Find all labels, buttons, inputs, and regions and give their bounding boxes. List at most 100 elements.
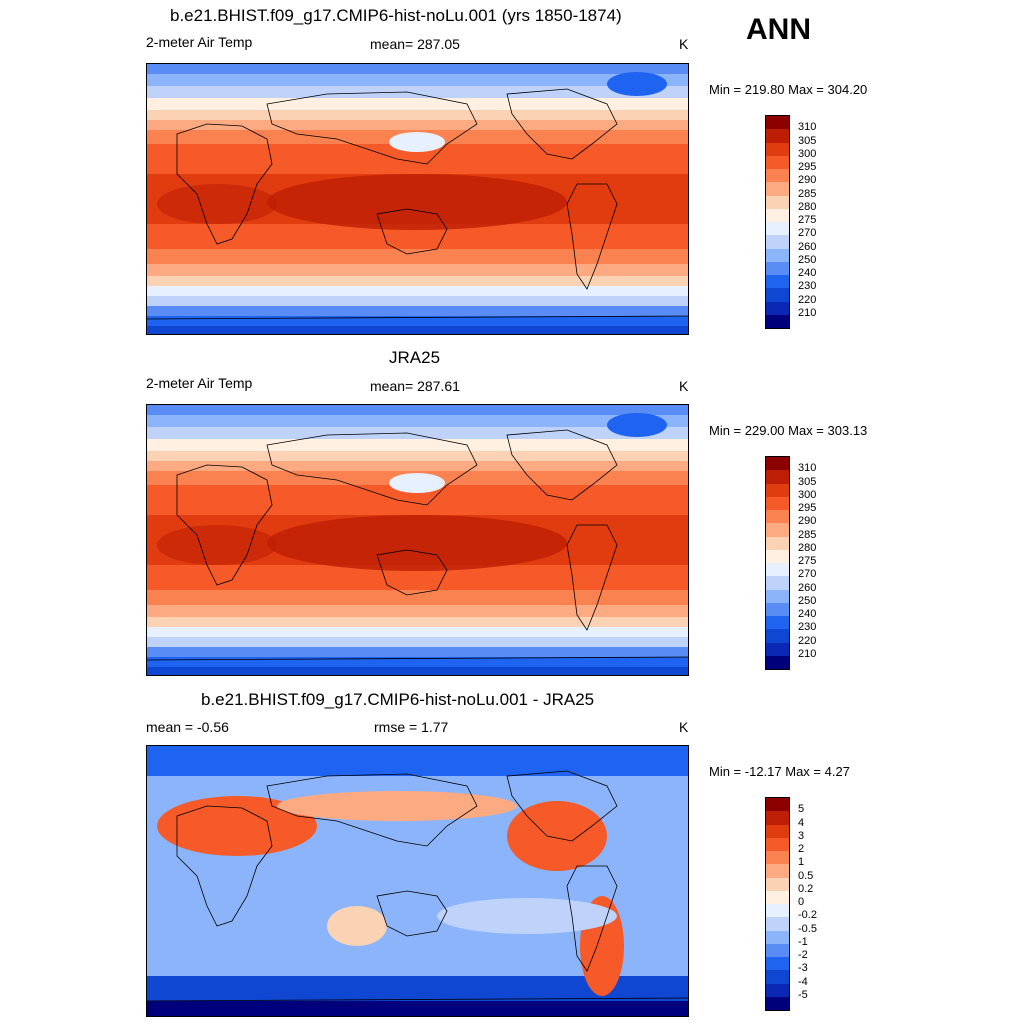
colorbar-tick-label: 280	[798, 200, 817, 213]
colorbar-swatch	[766, 837, 789, 851]
colorbar-swatch	[766, 261, 789, 275]
difference-field	[147, 746, 688, 1016]
colorbar-tick-label: 310	[798, 462, 817, 475]
colorbar-swatch	[766, 642, 789, 656]
colorbar-tick-label: 280	[798, 541, 817, 554]
colorbar-tick-label: 275	[798, 214, 817, 226]
colorbar-swatch	[766, 549, 789, 563]
colorbar-swatch	[766, 208, 789, 222]
colorbar-tick-label: 5	[798, 803, 805, 816]
colorbar-tick-label: -0.2	[798, 909, 817, 922]
colorbar-swatch	[766, 602, 789, 616]
temperature-map	[146, 404, 689, 676]
variable-label: 2-meter Air Temp	[146, 375, 253, 391]
colorbar-swatch	[766, 798, 789, 812]
colorbar-swatch	[766, 890, 789, 904]
colorbar-tick-label: 295	[798, 502, 817, 514]
colorbar-tick-label: 240	[798, 267, 817, 279]
coastlines	[147, 88, 688, 320]
colorbar-tick-label: -0.5	[798, 922, 817, 935]
panel-title: JRA25	[389, 348, 441, 367]
temperature-field	[147, 405, 688, 675]
colorbar-tick-label: 0	[798, 896, 805, 908]
units-label: K	[679, 36, 689, 52]
colorbar-tick-label: 0.2	[798, 882, 814, 895]
minmax-label: Min = -12.17 Max = 4.27	[709, 764, 850, 779]
colorbar	[765, 456, 790, 670]
colorbar-swatch	[766, 576, 789, 590]
colorbar-swatch	[766, 616, 789, 630]
colorbar-swatch	[766, 142, 789, 156]
colorbar-tick-label: 305	[798, 134, 817, 147]
colorbar-swatch	[766, 536, 789, 550]
colorbar-tick-label: 210	[798, 647, 817, 660]
colorbar-swatch	[766, 235, 789, 249]
panel-title: b.e21.BHIST.f09_g17.CMIP6-hist-noLu.001 …	[170, 6, 622, 25]
colorbar-tick-label: 2	[798, 843, 805, 855]
colorbar-swatch	[766, 155, 789, 169]
colorbar-tick-label: 270	[798, 227, 817, 240]
colorbar-tick-label: 210	[798, 306, 817, 319]
units-label: K	[679, 719, 689, 735]
colorbar-swatch	[766, 195, 789, 209]
colorbar-tick-label: 260	[798, 581, 817, 594]
colorbar-swatch	[766, 222, 789, 236]
colorbar-tick-label: -5	[798, 988, 808, 1001]
colorbar-tick-label: -2	[798, 949, 808, 961]
colorbar-swatch	[766, 917, 789, 931]
colorbar-tick-label: 3	[798, 829, 805, 842]
colorbar-tick-label: 250	[798, 594, 817, 607]
colorbar	[765, 115, 790, 329]
colorbar-swatch	[766, 851, 789, 865]
colorbar-tick-label: 275	[798, 555, 817, 567]
colorbar-swatch	[766, 563, 789, 577]
colorbar-swatch	[766, 496, 789, 510]
colorbar-swatch	[766, 957, 789, 971]
colorbar-tick-label: 310	[798, 121, 817, 134]
colorbar-tick-label: 290	[798, 515, 817, 528]
minmax-label: Min = 229.00 Max = 303.13	[709, 423, 868, 438]
colorbar-swatch	[766, 655, 789, 669]
colorbar-swatch	[766, 275, 789, 289]
colorbar-swatch	[766, 864, 789, 878]
colorbar-tick-label: 295	[798, 161, 817, 173]
colorbar-tick-label: 230	[798, 280, 817, 293]
colorbar-swatch	[766, 904, 789, 918]
colorbar-swatch	[766, 116, 789, 130]
colorbar-tick-label: 1	[798, 856, 805, 869]
colorbar-tick-label: 300	[798, 147, 817, 160]
coastlines	[147, 770, 688, 1002]
colorbar-swatch	[766, 457, 789, 471]
colorbar-tick-label: -3	[798, 962, 808, 975]
colorbar-swatch	[766, 930, 789, 944]
colorbar-swatch	[766, 483, 789, 497]
colorbar-swatch	[766, 470, 789, 484]
season-label: ANN	[746, 13, 811, 46]
colorbar-tick-label: 4	[798, 816, 805, 829]
colorbar-swatch	[766, 943, 789, 957]
colorbar-swatch	[766, 169, 789, 183]
colorbar-tick-label: 305	[798, 475, 817, 488]
colorbar-swatch	[766, 824, 789, 838]
colorbar-swatch	[766, 129, 789, 143]
panel-title: b.e21.BHIST.f09_g17.CMIP6-hist-noLu.001 …	[201, 690, 595, 709]
colorbar-swatch	[766, 288, 789, 302]
colorbar-swatch	[766, 523, 789, 537]
colorbar-tick-label: 250	[798, 253, 817, 266]
colorbar-tick-label: 285	[798, 528, 817, 541]
colorbar-swatch	[766, 983, 789, 997]
colorbar-swatch	[766, 996, 789, 1010]
colorbar-tick-label: 220	[798, 293, 817, 306]
colorbar-tick-label: 290	[798, 174, 817, 187]
colorbar-swatch	[766, 589, 789, 603]
colorbar-swatch	[766, 811, 789, 825]
colorbar-tick-label: 0.5	[798, 869, 814, 882]
colorbar-swatch	[766, 510, 789, 524]
coastlines	[147, 429, 688, 661]
colorbar-swatch	[766, 314, 789, 328]
mean-label: mean= 287.61	[370, 378, 460, 394]
colorbar-swatch	[766, 182, 789, 196]
rmse-label: rmse = 1.77	[374, 719, 449, 735]
colorbar-swatch	[766, 301, 789, 315]
units-label: K	[679, 378, 689, 394]
